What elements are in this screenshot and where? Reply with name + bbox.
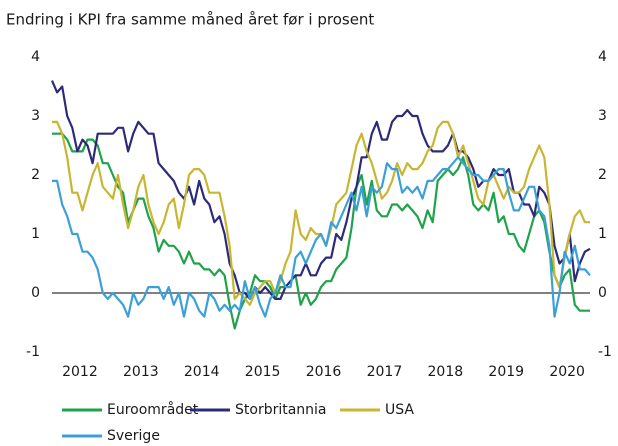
x-tick-label: 2020 [549, 364, 585, 380]
x-tick-label: 2019 [488, 364, 524, 380]
y2-tick-label: 0 [598, 285, 607, 301]
legend-label: Sverige [107, 428, 160, 444]
y-tick-label: 2 [31, 167, 40, 183]
series-line [52, 156, 591, 318]
y-tick-label: -1 [26, 344, 40, 360]
y2-tick-label: 2 [598, 167, 607, 183]
x-tick-label: 2015 [245, 364, 281, 380]
x-tick-label: 2016 [306, 364, 342, 380]
x-tick-label: 2012 [62, 364, 98, 380]
x-tick-label: 2013 [123, 364, 159, 380]
x-tick-label: 2018 [428, 364, 464, 380]
y-tick-label: 1 [31, 226, 40, 242]
y2-tick-label: 4 [598, 49, 607, 65]
series-line [50, 80, 591, 300]
chart-title: Endring i KPI fra samme måned året før i… [6, 11, 374, 29]
legend-label: Euroområdet [107, 401, 199, 418]
y2-tick-label: -1 [598, 344, 612, 360]
series-line [52, 132, 590, 330]
legend-label: Storbritannia [235, 402, 327, 418]
legend-label: USA [385, 402, 414, 418]
y2-tick-label: 1 [598, 226, 607, 242]
y-tick-label: 4 [31, 49, 40, 65]
x-tick-label: 2014 [184, 364, 220, 380]
y-tick-label: 3 [31, 108, 40, 124]
series-line [52, 120, 590, 306]
y2-tick-label: 3 [598, 108, 607, 124]
x-tick-label: 2017 [367, 364, 403, 380]
y-tick-label: 0 [31, 285, 40, 301]
